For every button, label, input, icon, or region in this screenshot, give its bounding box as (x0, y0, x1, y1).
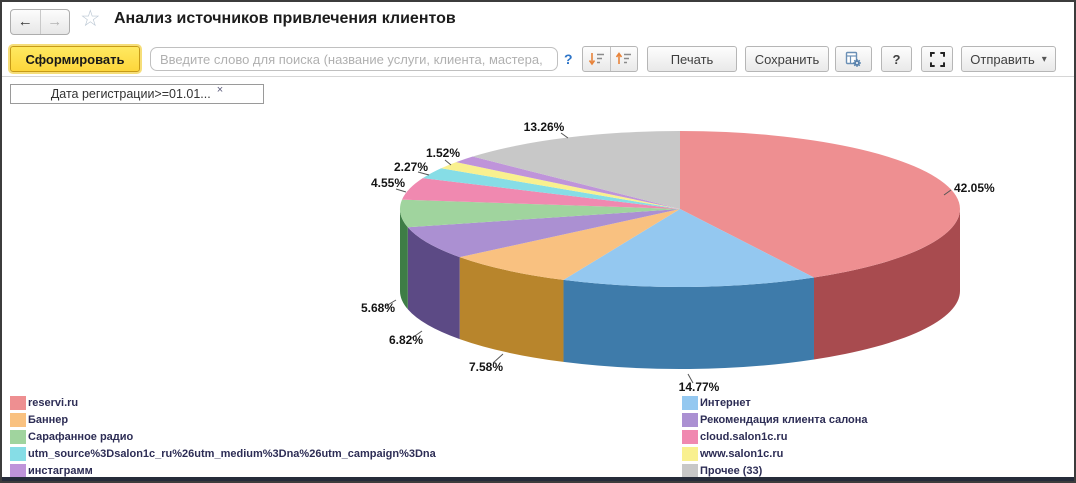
pie-label-tick (444, 159, 452, 166)
print-button[interactable]: Печать (647, 46, 737, 72)
pie-slice-6[interactable] (422, 168, 680, 209)
pie-slice-5[interactable] (402, 178, 680, 209)
chevron-down-icon: ▾ (1041, 53, 1047, 65)
fullscreen-icon (929, 51, 945, 67)
legend-item-9: Прочее (33) (682, 463, 762, 478)
legend-item-2: Баннер (10, 412, 68, 427)
pie-label-tick (492, 353, 504, 364)
legend-item-5: cloud.salon1c.ru (682, 429, 787, 444)
legend-swatch (10, 412, 26, 427)
legend-item-3: Рекомендация клиента салона (682, 412, 868, 427)
legend-item-6: utm_source%3Dsalon1c_ru%26utm_medium%3Dn… (10, 446, 436, 461)
sort-descending-button[interactable] (583, 47, 610, 71)
pie-label-tick (395, 188, 407, 193)
legend-swatch (10, 429, 26, 444)
legend-item-4: Сарафанное радио (10, 429, 133, 444)
legend-label: www.salon1c.ru (700, 447, 784, 460)
pie-slice-percent-label-5: 4.55% (371, 176, 405, 190)
legend-label: инстаграмм (28, 464, 93, 477)
nav-history-group: ← → (10, 9, 70, 35)
pie-slice-0[interactable] (680, 131, 960, 278)
save-button[interactable]: Сохранить (745, 46, 829, 72)
legend-label: cloud.salon1c.ru (700, 430, 788, 443)
pie-label-tick (411, 330, 423, 339)
pie-slice-percent-label-0: 42.05% (954, 181, 995, 195)
pie-slice-8[interactable] (456, 156, 680, 209)
pie-label-tick (385, 299, 397, 307)
pie-slice-3[interactable] (407, 209, 680, 258)
legend-label: Прочее (33) (700, 464, 763, 477)
filter-remove-icon[interactable]: × (216, 84, 224, 96)
window-bottom-border (2, 477, 1074, 481)
pie-slice-1[interactable] (563, 209, 814, 287)
back-button[interactable]: ← (11, 10, 40, 34)
search-help-icon[interactable]: ? (564, 51, 573, 67)
forward-arrow-icon: → (47, 13, 63, 30)
legend-label: reservi.ru (28, 396, 79, 409)
back-arrow-icon: ← (17, 13, 33, 30)
send-button[interactable]: Отправить ▾ (961, 46, 1056, 72)
legend-item-7: www.salon1c.ru (682, 446, 783, 461)
pie-slice-side-4 (400, 209, 408, 310)
pie-slice-percent-label-1: 14.77% (679, 380, 720, 394)
favorite-star-icon[interactable]: ☆ (80, 5, 101, 31)
legend-label: utm_source%3Dsalon1c_ru%26utm_medium%3Dn… (28, 447, 436, 460)
pie-label-tick (417, 171, 430, 176)
pie-slice-percent-label-7: 1.52% (426, 146, 460, 160)
send-button-label: Отправить (970, 51, 1035, 67)
forward-button[interactable]: → (39, 10, 70, 34)
legend-swatch (10, 446, 26, 461)
legend-item-1: Интернет (682, 395, 751, 410)
help-button[interactable]: ? (881, 46, 912, 72)
legend-label: Рекомендация клиента салона (700, 413, 868, 426)
legend-item-0: reservi.ru (10, 395, 78, 410)
page-title: Анализ источников привлечения клиентов (114, 10, 456, 27)
pie-slice-7[interactable] (441, 162, 680, 209)
pie-label-tick (687, 373, 694, 384)
pie-label-tick (560, 132, 569, 139)
legend-swatch (682, 412, 698, 427)
pie-slice-side-0 (813, 209, 960, 360)
report-settings-button[interactable] (835, 46, 872, 72)
pie-slice-side-2 (459, 257, 564, 362)
settings-gear-icon (845, 51, 861, 67)
sort-button-group (582, 46, 638, 72)
legend-label: Баннер (28, 413, 69, 426)
fullscreen-button[interactable] (921, 46, 953, 72)
legend-swatch (682, 463, 698, 478)
search-input[interactable] (150, 47, 558, 71)
legend-swatch (682, 446, 698, 461)
pie-slice-side-3 (407, 227, 460, 340)
legend-label: Интернет (700, 396, 751, 409)
pie-slice-9[interactable] (472, 131, 680, 209)
sort-ascending-icon (616, 52, 632, 64)
pie-slice-percent-label-3: 6.82% (389, 333, 423, 347)
pie-chart: 42.05% 14.77% 7.58% 6.82% 5.68% 4.55% 2.27%1.5… (361, 120, 995, 394)
generate-button[interactable]: Сформировать (10, 46, 140, 72)
legend-swatch (682, 429, 698, 444)
sort-ascending-button[interactable] (609, 47, 637, 71)
legend-swatch (10, 463, 26, 478)
filter-chip-registration-date[interactable]: Дата регистрации>=01.01... × (10, 84, 264, 104)
pie-slice-4[interactable] (400, 199, 680, 228)
legend-swatch (10, 395, 26, 410)
pie-slice-percent-label-6: 2.27% (394, 160, 428, 174)
pie-slice-2[interactable] (459, 209, 680, 280)
pie-slice-side-1 (563, 277, 814, 370)
pie-slice-percent-label-2: 7.58% (469, 360, 503, 374)
toolbar-separator (2, 76, 1074, 77)
pie-label-tick (943, 189, 952, 196)
sort-descending-icon (588, 53, 604, 66)
legend-label: Сарафанное радио (28, 430, 134, 443)
pie-slice-percent-label-4: 5.68% (361, 301, 395, 315)
pie-slice-percent-label-9: 13.26% (524, 120, 565, 134)
filter-chip-label: Дата регистрации>=01.01... (50, 87, 211, 101)
legend-swatch (682, 395, 698, 410)
legend-item-8: инстаграмм (10, 463, 93, 478)
